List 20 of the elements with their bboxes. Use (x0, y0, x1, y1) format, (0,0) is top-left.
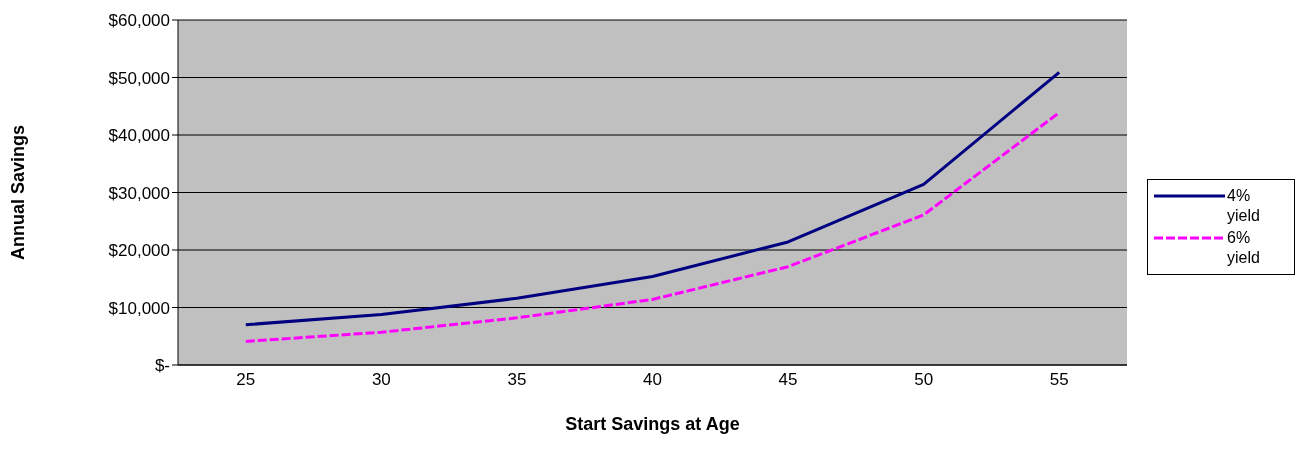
x-tick-label: 45 (778, 370, 798, 390)
y-tick-label: $- (154, 356, 170, 376)
y-axis-title: Annual Savings (8, 124, 29, 261)
line-series (244, 111, 1061, 343)
y-tick-label: $50,000 (108, 68, 170, 88)
y-tick-label: $40,000 (108, 126, 170, 146)
x-tick-label: 35 (507, 370, 527, 390)
y-tick-label: $30,000 (108, 183, 170, 203)
x-tick-label: 25 (236, 370, 256, 390)
x-tick-label: 40 (643, 370, 662, 390)
line-series (244, 70, 1061, 327)
x-tick-label: 55 (1049, 370, 1069, 390)
legend-label: 6% yield (1227, 227, 1261, 268)
y-tick-label: $20,000 (108, 241, 170, 261)
x-tick-label: 50 (914, 370, 934, 390)
x-tick-label: 30 (371, 370, 391, 390)
legend-label: 4% yield (1227, 185, 1261, 226)
x-axis-title: Start Savings at Age (565, 414, 740, 434)
y-tick-label: $10,000 (108, 298, 170, 318)
y-tick-label: $60,000 (108, 11, 170, 31)
